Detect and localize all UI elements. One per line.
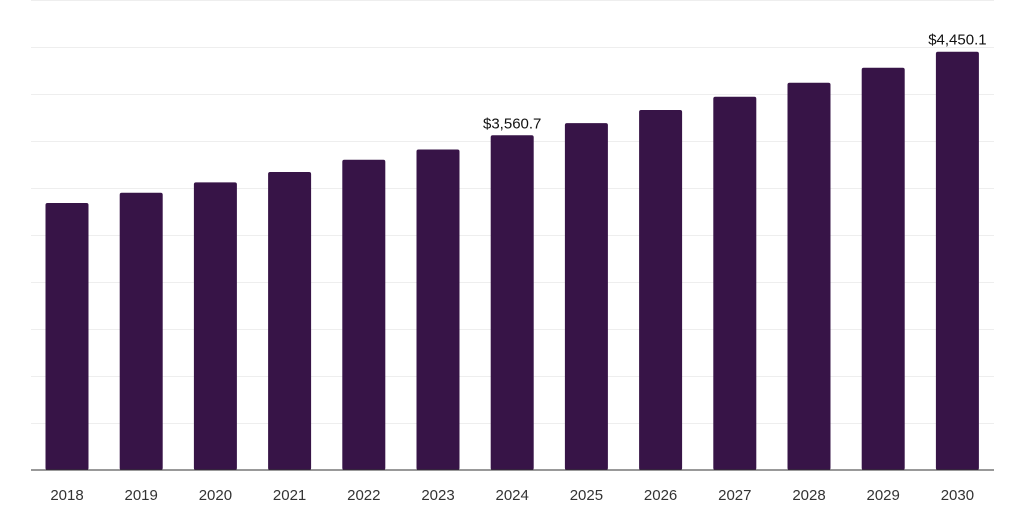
data-labels: $3,560.7 $4,450.1 — [483, 32, 987, 133]
x-tick-label-2020: 2020 — [199, 487, 232, 504]
x-tick-label-2027: 2027 — [718, 487, 751, 504]
bars — [45, 51, 979, 471]
x-tick-label-2021: 2021 — [273, 487, 306, 504]
x-tick-label-2030: 2030 — [941, 487, 974, 504]
bar-2023 — [416, 149, 460, 470]
bar-2029 — [861, 67, 905, 470]
x-tick-label-2022: 2022 — [347, 487, 380, 504]
bar-2019 — [119, 192, 163, 470]
x-tick-label-2026: 2026 — [644, 487, 677, 504]
x-tick-label-2023: 2023 — [421, 487, 454, 504]
x-tick-label-2028: 2028 — [792, 487, 825, 504]
x-tick-label-2019: 2019 — [125, 487, 158, 504]
data-label-2030: $4,450.1 — [928, 32, 986, 49]
x-tick-label-2024: 2024 — [496, 487, 529, 504]
bar-2021 — [268, 172, 312, 470]
bar-2027 — [713, 96, 757, 471]
bar-2024 — [490, 135, 534, 471]
bar-2018 — [45, 203, 89, 470]
bar-2026 — [639, 110, 683, 470]
x-tick-label-2025: 2025 — [570, 487, 603, 504]
data-label-2024: $3,560.7 — [483, 115, 541, 132]
bar-2030 — [935, 51, 979, 470]
x-axis-tick-labels: 2018 2019 2020 2021 2022 2023 2024 2025 2026 2027… — [50, 487, 974, 504]
bar-2025 — [564, 123, 608, 470]
bar-2022 — [342, 159, 386, 471]
x-tick-label-2029: 2029 — [867, 487, 900, 504]
bar-2020 — [193, 182, 237, 470]
bar-2028 — [787, 82, 831, 470]
x-tick-label-2018: 2018 — [50, 487, 83, 504]
